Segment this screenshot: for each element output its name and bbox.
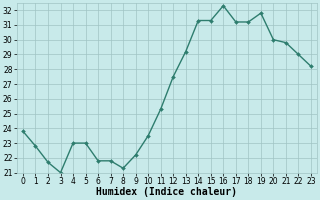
X-axis label: Humidex (Indice chaleur): Humidex (Indice chaleur)	[96, 187, 237, 197]
